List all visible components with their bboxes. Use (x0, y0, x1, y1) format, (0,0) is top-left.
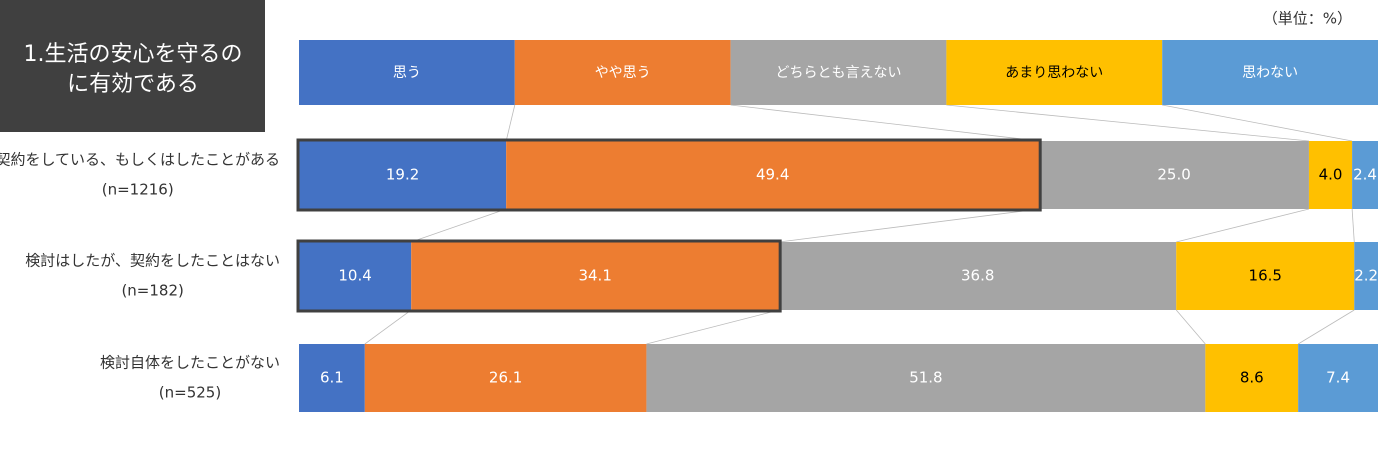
value-label: 6.1 (320, 369, 344, 387)
bar-segment (1176, 242, 1355, 310)
connector-line (730, 104, 1040, 142)
connector-line (1162, 104, 1353, 142)
title-box (0, 0, 265, 132)
connector-line (1351, 208, 1355, 243)
sample-size-label: (n=182) (121, 282, 183, 300)
legend-label: 思う (393, 65, 421, 81)
value-label: 2.4 (1353, 166, 1377, 184)
connector-line (411, 208, 507, 243)
sample-size-label: (n=525) (159, 384, 221, 402)
value-label: 25.0 (1157, 166, 1190, 184)
bar-segment (299, 344, 365, 412)
value-label: 10.4 (338, 267, 371, 285)
legend-swatch (299, 40, 515, 105)
value-label: 26.1 (489, 369, 522, 387)
legend-swatch (514, 40, 731, 105)
bar-segment (299, 141, 507, 209)
value-label: 2.2 (1354, 267, 1378, 285)
category-label: 検討自体をしたことがない (100, 354, 280, 372)
bar-segment (1354, 242, 1378, 310)
highlight-box (296, 138, 1042, 212)
connector-line (779, 208, 1040, 243)
bar-segment (364, 344, 647, 412)
value-label: 16.5 (1249, 267, 1282, 285)
legend-swatch (946, 40, 1163, 105)
value-label: 36.8 (961, 267, 994, 285)
bar-segment (506, 141, 1040, 209)
connector-line (946, 104, 1309, 142)
bar-segment (646, 344, 1206, 412)
value-label: 49.4 (756, 166, 789, 184)
bar-segment (1205, 344, 1299, 412)
connector-line (1175, 309, 1206, 345)
bar-segment (779, 242, 1177, 310)
highlight-box (296, 239, 782, 313)
value-label: 8.6 (1240, 369, 1264, 387)
category-label: 契約をしている、もしくはしたことがある (0, 151, 280, 169)
legend-label: やや思う (595, 65, 651, 81)
legend-label: 思わない (1242, 65, 1298, 81)
bar-segment (1039, 141, 1309, 209)
category-label: 検討はしたが、契約をしたことはない (25, 252, 280, 270)
connector-line (1297, 309, 1355, 345)
bar-segment (1308, 141, 1353, 209)
unit-note: （単位：%） (1263, 10, 1352, 28)
bar-segment (1352, 141, 1378, 209)
legend-label: どちらとも言えない (776, 65, 902, 81)
value-label: 19.2 (386, 166, 419, 184)
connector-line (646, 309, 780, 345)
legend-label: あまり思わない (1005, 65, 1103, 81)
connector-line (1176, 208, 1310, 243)
value-label: 4.0 (1319, 166, 1343, 184)
connector-line (505, 104, 516, 142)
legend-swatch (1162, 40, 1378, 105)
bar-segment (1298, 344, 1378, 412)
value-label: 34.1 (578, 267, 611, 285)
value-label: 51.8 (909, 369, 942, 387)
value-label: 7.4 (1326, 369, 1350, 387)
chart-title: に有効である (67, 72, 199, 97)
chart-title: 1.生活の安心を守るの (24, 42, 243, 67)
connector-line (364, 309, 412, 345)
legend-swatch (730, 40, 947, 105)
bar-segment (299, 242, 412, 310)
sample-size-label: (n=1216) (102, 181, 174, 199)
bar-segment (411, 242, 780, 310)
